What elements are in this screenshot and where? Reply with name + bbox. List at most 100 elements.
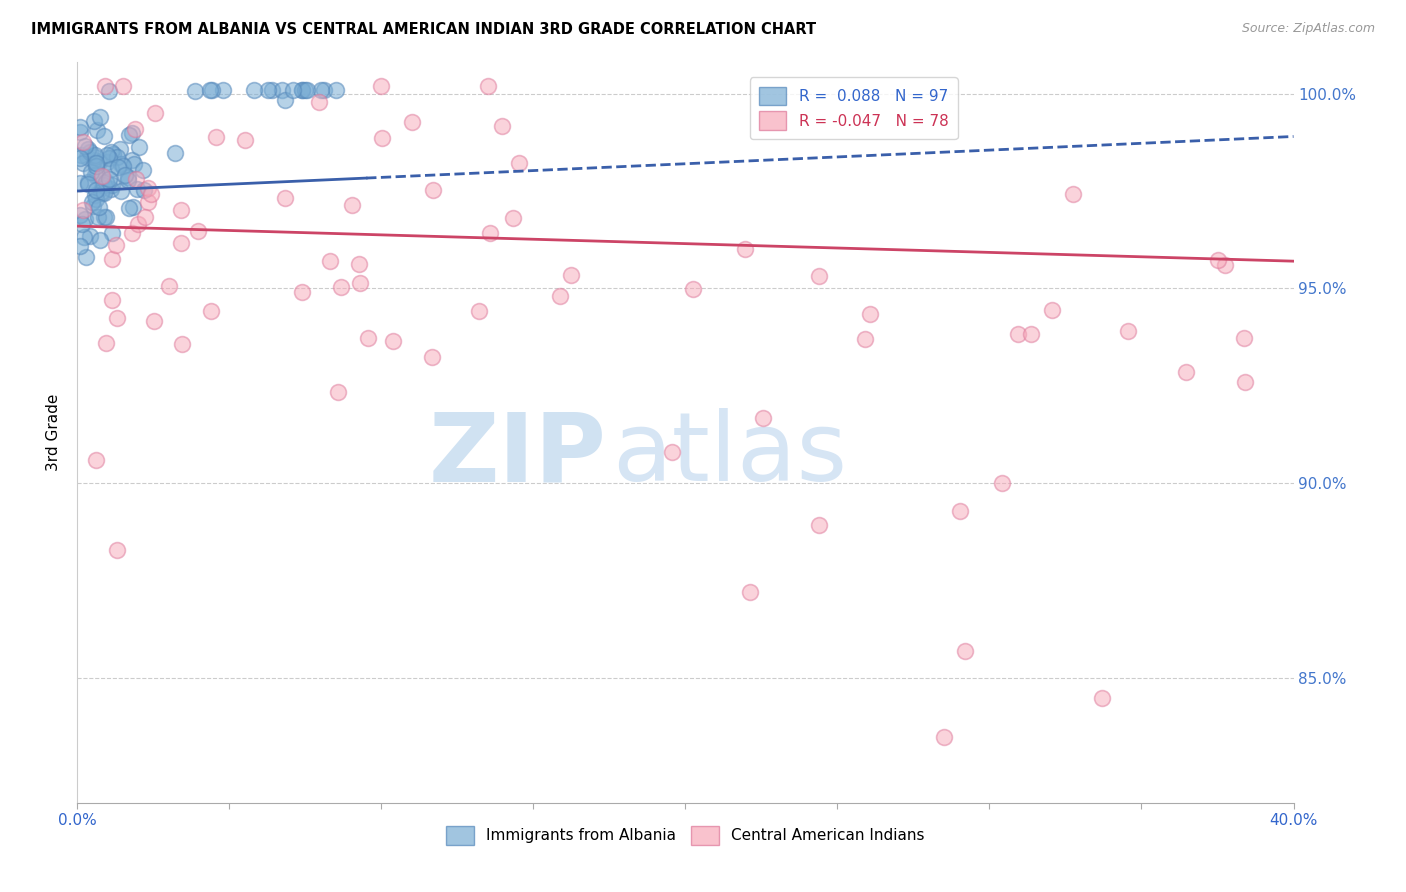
Point (72, 156, 94, 170)
Point (87, 154, 110, 169)
Point (110, 142, 132, 156)
Point (79, 165, 101, 179)
Point (93, 178, 115, 192)
Point (478, 227, 501, 241)
Point (1175, 365, 1198, 379)
Point (117, 170, 139, 185)
Point (290, 83, 312, 97)
Point (89, 200, 111, 214)
Point (79, 145, 101, 159)
Point (170, 337, 193, 351)
Point (183, 84, 205, 98)
Point (110, 184, 132, 198)
Point (83, 148, 105, 162)
Point (326, 384, 349, 399)
Point (98, 172, 121, 186)
Point (90, 181, 112, 195)
Point (87, 210, 110, 224)
Point (682, 282, 704, 296)
Point (198, 83, 221, 97)
Point (94, 210, 117, 224)
Point (84, 159, 107, 173)
Point (75, 250, 97, 264)
Point (859, 307, 882, 321)
Point (949, 503, 972, 517)
Point (357, 331, 380, 345)
Point (86, 156, 108, 170)
Point (76, 142, 98, 156)
Point (76, 150, 98, 164)
Point (349, 276, 371, 290)
Point (291, 285, 314, 299)
Point (371, 131, 394, 145)
Point (105, 311, 128, 326)
Point (187, 224, 209, 238)
Point (131, 162, 153, 177)
Point (370, 78, 392, 93)
Point (136, 181, 159, 195)
Point (79, 228, 101, 243)
Point (422, 351, 444, 365)
Point (101, 252, 124, 266)
Point (105, 542, 128, 557)
Point (347, 257, 370, 271)
Point (661, 445, 683, 459)
Text: Source: ZipAtlas.com: Source: ZipAtlas.com (1241, 22, 1375, 36)
Point (84, 192, 107, 206)
Point (125, 182, 148, 196)
Point (84, 150, 107, 164)
Point (808, 269, 831, 284)
Point (69, 151, 91, 165)
Point (204, 129, 226, 144)
Point (83, 113, 105, 128)
Point (96, 175, 118, 189)
Point (291, 83, 314, 97)
Point (1007, 327, 1029, 342)
Point (89, 111, 111, 125)
Point (121, 227, 143, 241)
Point (257, 83, 280, 97)
Point (1206, 252, 1229, 267)
Point (121, 200, 143, 214)
Point (93, 211, 115, 225)
Point (96, 148, 118, 162)
Point (170, 202, 193, 217)
Point (93, 78, 115, 93)
Point (112, 78, 135, 93)
Legend: Immigrants from Albania, Central American Indians: Immigrants from Albania, Central America… (440, 820, 931, 851)
Point (312, 83, 335, 97)
Point (69, 120, 91, 135)
Point (734, 242, 756, 256)
Y-axis label: 3rd Grade: 3rd Grade (46, 394, 62, 471)
Point (83, 168, 105, 182)
Point (112, 159, 135, 173)
Point (274, 94, 297, 108)
Point (98, 84, 121, 98)
Point (560, 268, 582, 283)
Point (740, 585, 762, 599)
Point (128, 140, 150, 154)
Point (491, 119, 513, 133)
Point (422, 183, 444, 197)
Point (93, 128, 115, 143)
Point (107, 160, 129, 174)
Point (94, 336, 117, 351)
Point (163, 145, 186, 160)
Point (502, 211, 524, 226)
Point (118, 201, 141, 215)
Point (143, 105, 166, 120)
Point (271, 83, 294, 97)
Point (508, 156, 530, 170)
Point (121, 126, 143, 140)
Point (84, 453, 107, 467)
Point (274, 191, 297, 205)
Point (72, 203, 94, 218)
Point (117, 173, 139, 187)
Point (90, 185, 112, 199)
Point (212, 83, 235, 97)
Point (80, 195, 103, 210)
Point (100, 145, 122, 159)
Point (86, 167, 108, 181)
Text: atlas: atlas (613, 409, 848, 501)
Point (808, 518, 831, 533)
